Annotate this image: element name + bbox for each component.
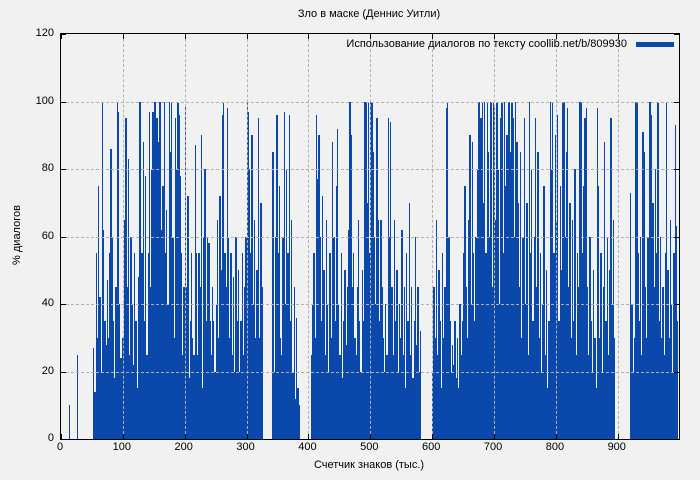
gridline-horizontal xyxy=(61,304,679,305)
x-tick-mark xyxy=(122,34,124,39)
legend-swatch xyxy=(636,41,674,47)
y-tick-mark xyxy=(674,34,679,35)
x-tick-mark xyxy=(555,434,557,439)
x-tick-mark xyxy=(184,434,186,439)
x-tick-mark xyxy=(432,34,434,39)
x-tick-mark xyxy=(617,434,619,439)
y-tick-mark xyxy=(674,304,679,305)
x-tick-mark xyxy=(555,34,557,39)
x-tick-label: 500 xyxy=(360,441,379,453)
y-tick-labels: 0 20 40 60 80 100 120 xyxy=(0,27,54,444)
y-tick-mark xyxy=(61,34,66,35)
x-tick-labels: 0 100 200 300 400 500 600 700 800 900 xyxy=(57,441,678,455)
x-tick-mark xyxy=(494,434,496,439)
y-tick-label: 20 xyxy=(41,364,54,377)
x-tick-mark xyxy=(370,34,372,39)
y-tick-mark xyxy=(674,169,679,170)
y-tick-label: 100 xyxy=(35,94,54,107)
gridline-horizontal xyxy=(61,101,679,103)
x-tick-mark xyxy=(184,34,186,39)
y-tick-label: 0 xyxy=(47,432,54,444)
legend-label: Использование диалогов по тексту coollib… xyxy=(346,38,627,50)
x-tick-label: 700 xyxy=(483,441,503,453)
y-tick-label: 80 xyxy=(41,162,54,174)
x-tick-mark xyxy=(432,434,434,439)
plot-area: Использование диалогов по тексту coollib… xyxy=(60,33,680,440)
legend: Использование диалогов по тексту coollib… xyxy=(346,38,674,50)
x-tick-label: 100 xyxy=(112,441,132,453)
x-tick-label: 600 xyxy=(421,441,441,453)
x-tick-mark xyxy=(370,434,372,439)
x-tick-mark xyxy=(617,34,619,39)
x-tick-mark xyxy=(246,34,248,39)
y-tick-mark xyxy=(61,304,66,305)
y-tick-mark xyxy=(61,236,66,238)
y-tick-label: 60 xyxy=(41,229,54,242)
x-tick-mark xyxy=(246,434,248,439)
gridline-horizontal xyxy=(61,169,679,170)
x-tick-mark xyxy=(494,34,496,39)
x-tick-mark xyxy=(61,34,62,39)
y-tick-mark xyxy=(674,371,679,373)
x-tick-label: 300 xyxy=(236,441,255,453)
y-tick-mark xyxy=(61,101,66,103)
x-tick-mark xyxy=(122,434,124,439)
x-tick-label: 200 xyxy=(174,441,193,453)
x-tick-mark xyxy=(61,434,62,439)
x-tick-label: 900 xyxy=(607,441,626,453)
x-tick-mark xyxy=(308,34,310,39)
x-axis-label: Счетчик знаков (тыс.) xyxy=(313,459,425,471)
y-tick-label: 120 xyxy=(35,27,54,39)
y-tick-mark xyxy=(674,101,679,103)
y-tick-mark xyxy=(61,169,66,170)
y-tick-mark xyxy=(61,439,66,440)
chart-title: Зло в маске (Деннис Уитли) xyxy=(297,8,441,20)
y-tick-mark xyxy=(61,371,66,373)
y-tick-label: 40 xyxy=(41,297,54,309)
y-tick-mark xyxy=(674,236,679,238)
x-tick-label: 400 xyxy=(298,441,317,453)
y-axis-label: % диалогов xyxy=(11,205,23,265)
gridline-horizontal xyxy=(61,371,679,373)
y-tick-mark xyxy=(674,439,679,440)
x-tick-mark xyxy=(308,434,310,439)
gridline-horizontal xyxy=(61,236,679,238)
x-tick-label: 0 xyxy=(56,441,64,453)
x-tick-label: 800 xyxy=(545,441,565,453)
